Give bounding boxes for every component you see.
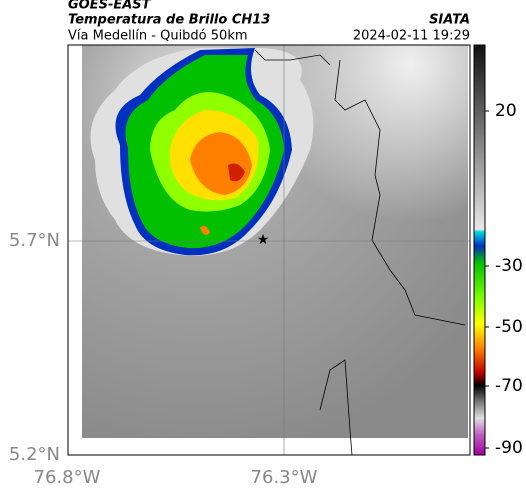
lon-label: 76.3°W [251, 467, 318, 488]
colorbar: 20 -30 -50 -70 -90 [473, 44, 523, 458]
colorbar-tick: -70 [495, 376, 523, 396]
lat-label: 5.7°N [9, 230, 60, 251]
source: GOES-EAST [68, 0, 152, 13]
colorbar-tick: -30 [495, 256, 523, 276]
colorbar-tick: -90 [495, 438, 523, 458]
lat-label: 5.2°N [9, 444, 60, 465]
satellite-image: ★ [67, 44, 471, 456]
region: Vía Medellín - Quibdó 50km [68, 29, 248, 44]
agency: SIATA [429, 13, 470, 28]
colorbar-tick: -50 [495, 317, 523, 337]
product: Temperatura de Brillo CH13 [68, 13, 270, 28]
timestamp: 2024-02-11 19:29 [353, 29, 470, 44]
colorbar-tick: 20 [495, 101, 517, 121]
lon-label: 76.8°W [34, 467, 101, 488]
svg-text:★: ★ [257, 232, 270, 248]
